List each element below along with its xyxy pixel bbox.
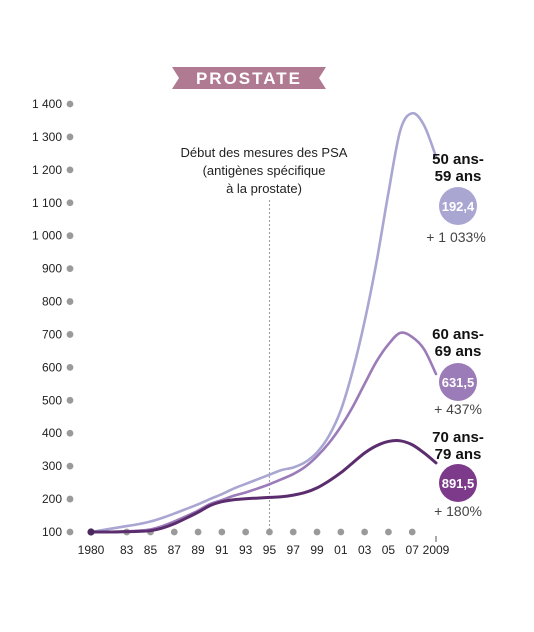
title-banner: PROSTATE — [172, 67, 326, 89]
psa-annotation: Début des mesures des PSA (antigènes spé… — [181, 145, 348, 532]
series-lines — [87, 111, 438, 536]
y-tick-label: 1 300 — [32, 130, 62, 144]
y-tick-dot — [66, 100, 74, 108]
y-tick-label: 100 — [42, 525, 62, 539]
y-tick-label: 1 200 — [32, 163, 62, 177]
y-tick-dot — [66, 133, 74, 141]
y-tick-dot — [66, 495, 74, 503]
x-tick-label: 91 — [215, 543, 229, 557]
y-tick-dot — [66, 528, 74, 536]
annotation-line-1: Début des mesures des PSA — [181, 145, 348, 160]
x-tick-label: 05 — [382, 543, 396, 557]
x-tick-label: 2009 — [423, 543, 450, 557]
series-name-70-79-line-1: 70 ans- — [432, 429, 484, 446]
y-tick-label: 500 — [42, 393, 62, 407]
x-tick-dot — [218, 528, 226, 536]
x-tick-label: 83 — [120, 543, 134, 557]
annotation-line-2: (antigènes spécifique — [203, 163, 326, 178]
x-tick-dot — [361, 528, 369, 536]
start-point — [87, 528, 95, 536]
series-line-1 — [89, 111, 438, 534]
y-tick-dot — [66, 363, 74, 371]
series-name-60-69-line-2: 69 ans — [435, 343, 482, 360]
x-tick-label: 97 — [287, 543, 301, 557]
y-tick-label: 900 — [42, 262, 62, 276]
y-tick-dot — [66, 298, 74, 305]
x-tick-label: 03 — [358, 543, 372, 557]
badge-value-50-59: 192,4 — [442, 199, 475, 214]
y-tick-label: 400 — [42, 426, 62, 440]
y-tick-label: 1 400 — [32, 97, 62, 111]
x-tick-dot — [170, 528, 178, 536]
y-tick-label: 1 100 — [32, 196, 62, 210]
badge-value-70-79: 891,5 — [442, 476, 475, 491]
chart-title: PROSTATE — [196, 69, 302, 88]
series-line-2 — [89, 331, 438, 534]
annotation-line-3: à la prostate) — [226, 181, 302, 196]
series-line-3 — [89, 439, 438, 534]
y-tick-dot — [66, 396, 74, 404]
x-tick-label: 89 — [191, 543, 205, 557]
series-name-70-79-line-2: 79 ans — [435, 446, 482, 463]
x-tick-dot — [194, 528, 202, 536]
y-tick-dot — [66, 199, 74, 207]
x-tick-label: 95 — [263, 543, 277, 557]
series-name-50-59-line-1: 50 ans- — [432, 151, 484, 168]
badge-70-79 — [439, 464, 477, 502]
badge-50-59 — [439, 187, 477, 225]
y-tick-dot — [66, 331, 74, 338]
x-tick-dot — [242, 528, 250, 536]
x-tick-dot — [313, 528, 321, 536]
y-tick-label: 300 — [42, 459, 62, 473]
y-tick-label: 200 — [42, 492, 62, 506]
x-tick-label: 85 — [144, 543, 158, 557]
y-tick-dot — [66, 462, 74, 470]
y-tick-label: 700 — [42, 327, 62, 341]
x-tick-dot — [337, 528, 345, 536]
y-tick-dot — [66, 232, 74, 240]
badge-value-60-69: 631,5 — [442, 375, 475, 390]
x-tick-dot — [408, 528, 416, 536]
y-tick-dot — [66, 166, 74, 174]
x-tick-label: 01 — [334, 543, 348, 557]
title-ribbon — [172, 67, 326, 89]
x-tick-dot — [289, 528, 297, 536]
x-tick-label: 93 — [239, 543, 253, 557]
series-label-70-79: 70 ans- 79 ans 891,5 + 180% — [432, 429, 484, 519]
x-tick-dot — [266, 528, 273, 536]
x-tick-label: 87 — [168, 543, 182, 557]
x-axis: 1980 83 85 87 89 91 93 95 97 99 01 03 05 07 2009 — [78, 528, 450, 557]
series-label-60-69: 60 ans- 69 ans 631,5 + 437% — [432, 326, 484, 417]
series-name-60-69-line-1: 60 ans- — [432, 326, 484, 343]
y-tick-label: 600 — [42, 360, 62, 374]
change-60-69: + 437% — [434, 401, 482, 417]
y-tick-dot — [66, 429, 74, 437]
series-label-50-59: 50 ans- 59 ans 192,4 + 1 033% — [426, 151, 486, 245]
y-tick-dot — [66, 265, 74, 273]
y-tick-label: 1 000 — [32, 229, 62, 243]
series-name-50-59-line-2: 59 ans — [435, 168, 482, 185]
x-tick-label: 99 — [310, 543, 324, 557]
x-tick-label: 1980 — [78, 543, 105, 557]
badge-60-69 — [439, 363, 477, 401]
change-70-79: + 180% — [434, 503, 482, 519]
x-tick-dot — [385, 528, 392, 536]
series-labels: 50 ans- 59 ans 192,4 + 1 033% 60 ans- 69… — [426, 151, 486, 519]
y-tick-label: 800 — [42, 295, 62, 309]
y-axis: 100 200 300 400 500 600 700 800 900 1 000 1 100 1 2… — [32, 97, 74, 539]
x-tick-label: 07 — [406, 543, 420, 557]
change-50-59: + 1 033% — [426, 229, 486, 245]
